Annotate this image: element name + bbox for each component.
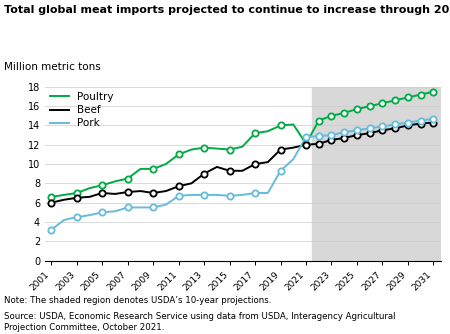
Text: Total global meat imports projected to continue to increase through 2031: Total global meat imports projected to c…: [4, 5, 450, 15]
Text: Note: The shaded region denotes USDA’s 10-year projections.: Note: The shaded region denotes USDA’s 1…: [4, 296, 272, 305]
Legend: Poultry, Beef, Pork: Poultry, Beef, Pork: [50, 92, 114, 128]
Bar: [312, 87, 441, 261]
Text: Source: USDA, Economic Research Service using data from USDA, Interagency Agricu: Source: USDA, Economic Research Service …: [4, 312, 396, 332]
Text: Million metric tons: Million metric tons: [4, 62, 101, 72]
